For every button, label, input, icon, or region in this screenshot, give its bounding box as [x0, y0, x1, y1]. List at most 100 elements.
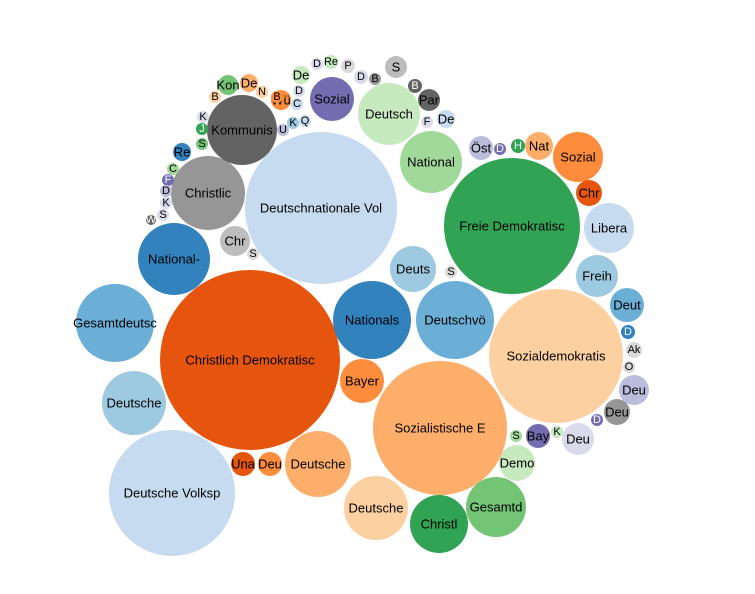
- bubble[interactable]: K: [287, 117, 299, 129]
- bubble-circle[interactable]: [373, 361, 507, 495]
- bubble[interactable]: S: [510, 430, 522, 442]
- bubble-circle[interactable]: [240, 74, 258, 92]
- bubble-circle[interactable]: [173, 143, 191, 161]
- bubble-circle[interactable]: [621, 325, 635, 339]
- bubble-circle[interactable]: [311, 58, 323, 70]
- bubble-circle[interactable]: [160, 270, 340, 450]
- bubble[interactable]: Freie Demokratisc: [444, 158, 580, 294]
- bubble-circle[interactable]: [256, 86, 268, 98]
- bubble[interactable]: Kon: [216, 75, 240, 95]
- bubble-circle[interactable]: [207, 95, 277, 165]
- bubble-circle[interactable]: [576, 255, 618, 297]
- bubble[interactable]: Christlic: [171, 156, 245, 230]
- bubble[interactable]: C: [291, 98, 303, 110]
- bubble[interactable]: S: [445, 266, 457, 278]
- bubble-circle[interactable]: [610, 288, 644, 322]
- bubble[interactable]: De: [240, 74, 258, 92]
- bubble[interactable]: K: [197, 111, 209, 123]
- bubble-circle[interactable]: [466, 477, 526, 537]
- bubble-circle[interactable]: [167, 163, 179, 175]
- bubble-circle[interactable]: [196, 123, 208, 135]
- bubble[interactable]: Deutschvö: [416, 281, 494, 359]
- bubble-circle[interactable]: [231, 452, 255, 476]
- bubble-circle[interactable]: [171, 156, 245, 230]
- bubble-circle[interactable]: [511, 139, 525, 153]
- bubble-circle[interactable]: [400, 131, 462, 193]
- bubble[interactable]: Öst: [469, 136, 493, 160]
- bubble-circle[interactable]: [623, 361, 635, 373]
- bubble[interactable]: Deutschnationale Vol: [245, 132, 397, 284]
- bubble[interactable]: Freih: [576, 255, 618, 297]
- bubble[interactable]: D: [494, 143, 506, 155]
- bubble-circle[interactable]: [344, 476, 408, 540]
- bubble[interactable]: Chr: [220, 226, 250, 256]
- bubble[interactable]: B: [369, 73, 381, 85]
- bubble[interactable]: Bay: [526, 424, 550, 448]
- bubble[interactable]: C: [167, 163, 179, 175]
- bubble[interactable]: Una: [231, 452, 256, 476]
- bubble-circle[interactable]: [197, 111, 209, 123]
- bubble-circle[interactable]: [333, 281, 411, 359]
- bubble-circle[interactable]: [499, 445, 535, 481]
- bubble-circle[interactable]: [341, 59, 355, 73]
- bubble[interactable]: Kommunis: [207, 95, 277, 165]
- bubble[interactable]: P: [341, 59, 355, 73]
- bubble-circle[interactable]: [209, 91, 221, 103]
- bubble[interactable]: D: [591, 414, 603, 426]
- bubble-circle[interactable]: [245, 132, 397, 284]
- bubble[interactable]: B: [209, 91, 221, 103]
- bubble-circle[interactable]: [410, 495, 468, 553]
- bubble-circle[interactable]: [385, 56, 407, 78]
- bubble[interactable]: D: [160, 185, 172, 197]
- bubble[interactable]: S: [196, 138, 208, 150]
- bubble-circle[interactable]: [310, 77, 354, 121]
- bubble[interactable]: National-: [138, 223, 210, 295]
- bubble[interactable]: Deutsche: [344, 476, 408, 540]
- bubble[interactable]: S: [385, 56, 407, 78]
- bubble-circle[interactable]: [109, 430, 235, 556]
- bubble-circle[interactable]: [293, 85, 305, 97]
- bubble[interactable]: De: [437, 110, 455, 128]
- bubble-circle[interactable]: [247, 248, 259, 260]
- bubble-circle[interactable]: [584, 203, 634, 253]
- bubble[interactable]: Re: [324, 55, 338, 69]
- bubble[interactable]: Deut: [610, 288, 644, 322]
- bubble-circle[interactable]: [102, 371, 166, 435]
- bubble[interactable]: D: [293, 85, 305, 97]
- bubble-circle[interactable]: [626, 342, 642, 358]
- bubble-circle[interactable]: [445, 266, 457, 278]
- bubble[interactable]: F: [162, 174, 174, 186]
- bubble-circle[interactable]: [444, 158, 580, 294]
- bubble[interactable]: Deutsch: [358, 83, 420, 145]
- bubble-circle[interactable]: [292, 66, 310, 84]
- bubble[interactable]: B: [408, 79, 422, 93]
- bubble[interactable]: J: [196, 123, 208, 135]
- bubble-circle[interactable]: [299, 115, 311, 127]
- bubble-circle[interactable]: [220, 226, 250, 256]
- bubble[interactable]: Ak: [626, 342, 642, 358]
- bubble-circle[interactable]: [553, 132, 603, 182]
- bubble[interactable]: K: [160, 197, 172, 209]
- bubble-circle[interactable]: [469, 136, 493, 160]
- bubble-circle[interactable]: [562, 423, 594, 455]
- bubble[interactable]: Demo: [499, 445, 535, 481]
- bubble-circle[interactable]: [510, 430, 522, 442]
- bubble[interactable]: Deu: [258, 452, 282, 476]
- bubble[interactable]: Deutsche: [285, 431, 351, 497]
- bubble-circle[interactable]: [354, 70, 368, 84]
- bubble-circle[interactable]: [390, 246, 436, 292]
- bubble[interactable]: Bayer: [340, 359, 384, 403]
- bubble[interactable]: Christlich Demokratisc: [160, 270, 340, 450]
- bubble-circle[interactable]: [408, 79, 422, 93]
- bubble-circle[interactable]: [196, 138, 208, 150]
- bubble[interactable]: Sozial: [310, 77, 354, 121]
- bubble-circle[interactable]: [418, 89, 440, 111]
- bubble[interactable]: H: [511, 139, 525, 153]
- bubble[interactable]: N: [256, 86, 268, 98]
- bubble[interactable]: K: [551, 426, 563, 438]
- bubble-circle[interactable]: [160, 185, 172, 197]
- bubble-circle[interactable]: [324, 55, 338, 69]
- bubble[interactable]: D: [621, 325, 635, 339]
- bubble-circle[interactable]: [437, 110, 455, 128]
- bubble[interactable]: F: [421, 116, 433, 128]
